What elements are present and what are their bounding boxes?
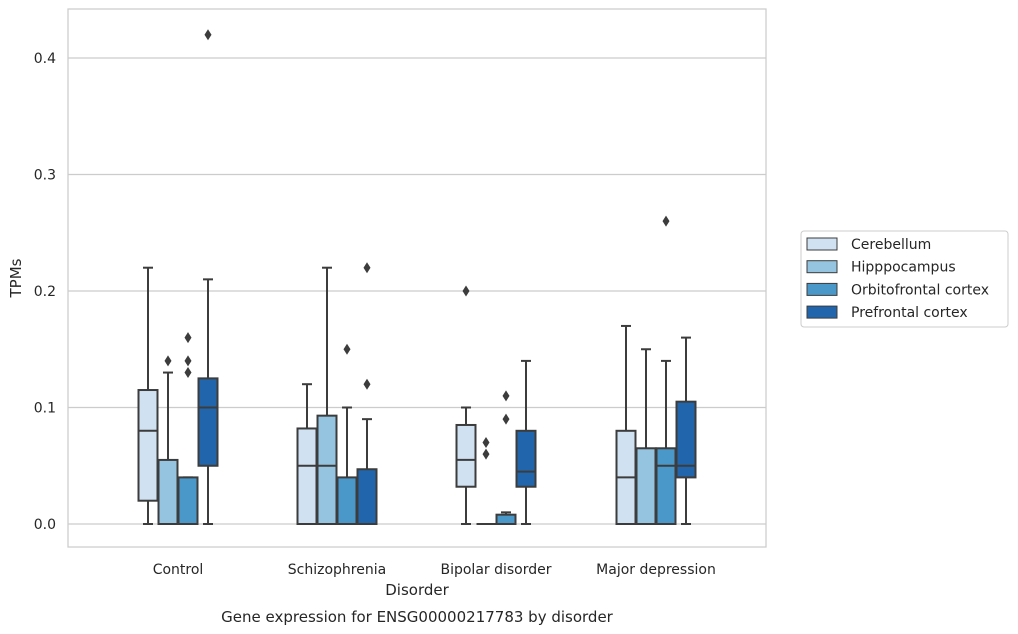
box-body: [137, 389, 159, 502]
outlier-point: [482, 436, 490, 448]
y-tick-label: 0.1: [34, 401, 56, 417]
outlier-point: [462, 285, 470, 297]
box-body: [495, 513, 517, 525]
y-axis-label: TPMs: [7, 258, 25, 298]
x-tick-labels: Control Schizophrenia Bipolar disorder Majo…: [153, 562, 716, 578]
box-orbitofrontal-cortex: [336, 343, 358, 525]
box-body: [157, 458, 179, 525]
outlier-point: [502, 390, 510, 402]
box-body: [655, 447, 677, 525]
box-hipppocampus: [316, 266, 338, 525]
outlier-point: [482, 448, 490, 460]
outlier-point: [184, 367, 192, 379]
box-body: [675, 400, 697, 479]
box-body: [316, 414, 338, 525]
outlier-point: [343, 343, 351, 355]
box-body: [296, 427, 318, 525]
box-orbitofrontal-cortex: [495, 390, 517, 525]
y-tick-labels: 0.0 0.1 0.2 0.3 0.4: [34, 51, 56, 533]
box-hipppocampus: [635, 348, 657, 525]
y-tick-label: 0.0: [34, 517, 56, 533]
y-tick-label: 0.3: [34, 168, 56, 184]
legend-label: Hipppocampus: [851, 260, 956, 276]
legend-swatch: [806, 305, 838, 319]
box-body: [356, 468, 378, 525]
outlier-point: [184, 332, 192, 344]
outlier-point: [363, 378, 371, 390]
box-cerebellum: [296, 383, 318, 525]
box-orbitofrontal-cortex: [655, 215, 677, 525]
legend-swatch: [806, 260, 838, 274]
x-tick-label: Major depression: [596, 562, 716, 578]
x-tick-label: Schizophrenia: [288, 562, 386, 578]
box-orbitofrontal-cortex: [177, 332, 199, 525]
box-cerebellum: [137, 266, 159, 525]
box-body: [336, 476, 358, 525]
box-cerebellum: [455, 285, 477, 525]
box-prefrontal-cortex: [356, 262, 378, 525]
box-cerebellum: [615, 324, 637, 525]
legend-swatch: [806, 282, 838, 296]
x-tick-label: Control: [153, 562, 204, 578]
box-body: [177, 476, 199, 525]
outlier-point: [204, 29, 212, 41]
outlier-point: [363, 262, 371, 274]
box-prefrontal-cortex: [675, 336, 697, 525]
outlier-point: [662, 215, 670, 227]
outlier-point: [184, 355, 192, 367]
box-body: [197, 377, 219, 467]
x-axis-label: Disorder: [385, 581, 449, 599]
box-prefrontal-cortex: [515, 359, 537, 525]
box-hipppocampus: [476, 436, 496, 525]
legend-swatch: [806, 237, 838, 251]
outlier-point: [502, 413, 510, 425]
chart-title: Gene expression for ENSG00000217783 by d…: [221, 608, 614, 626]
legend-label: Prefrontal cortex: [851, 305, 968, 321]
y-tick-label: 0.2: [34, 284, 56, 300]
box-body: [455, 423, 477, 488]
boxes: [137, 29, 697, 525]
outlier-point: [164, 355, 172, 367]
legend-frame: [800, 230, 1009, 328]
legend: Cerebellum Hipppocampus Orbitofrontal cort…: [800, 230, 1009, 328]
box-body: [515, 429, 537, 488]
box-prefrontal-cortex: [197, 29, 219, 525]
box-body: [635, 447, 657, 525]
legend-label: Orbitofrontal cortex: [851, 282, 989, 298]
y-tick-label: 0.4: [34, 51, 56, 67]
box-hipppocampus: [157, 355, 179, 525]
plot-area-frame: [67, 8, 767, 548]
legend-label: Cerebellum: [851, 237, 931, 253]
x-tick-label: Bipolar disorder: [440, 562, 551, 578]
